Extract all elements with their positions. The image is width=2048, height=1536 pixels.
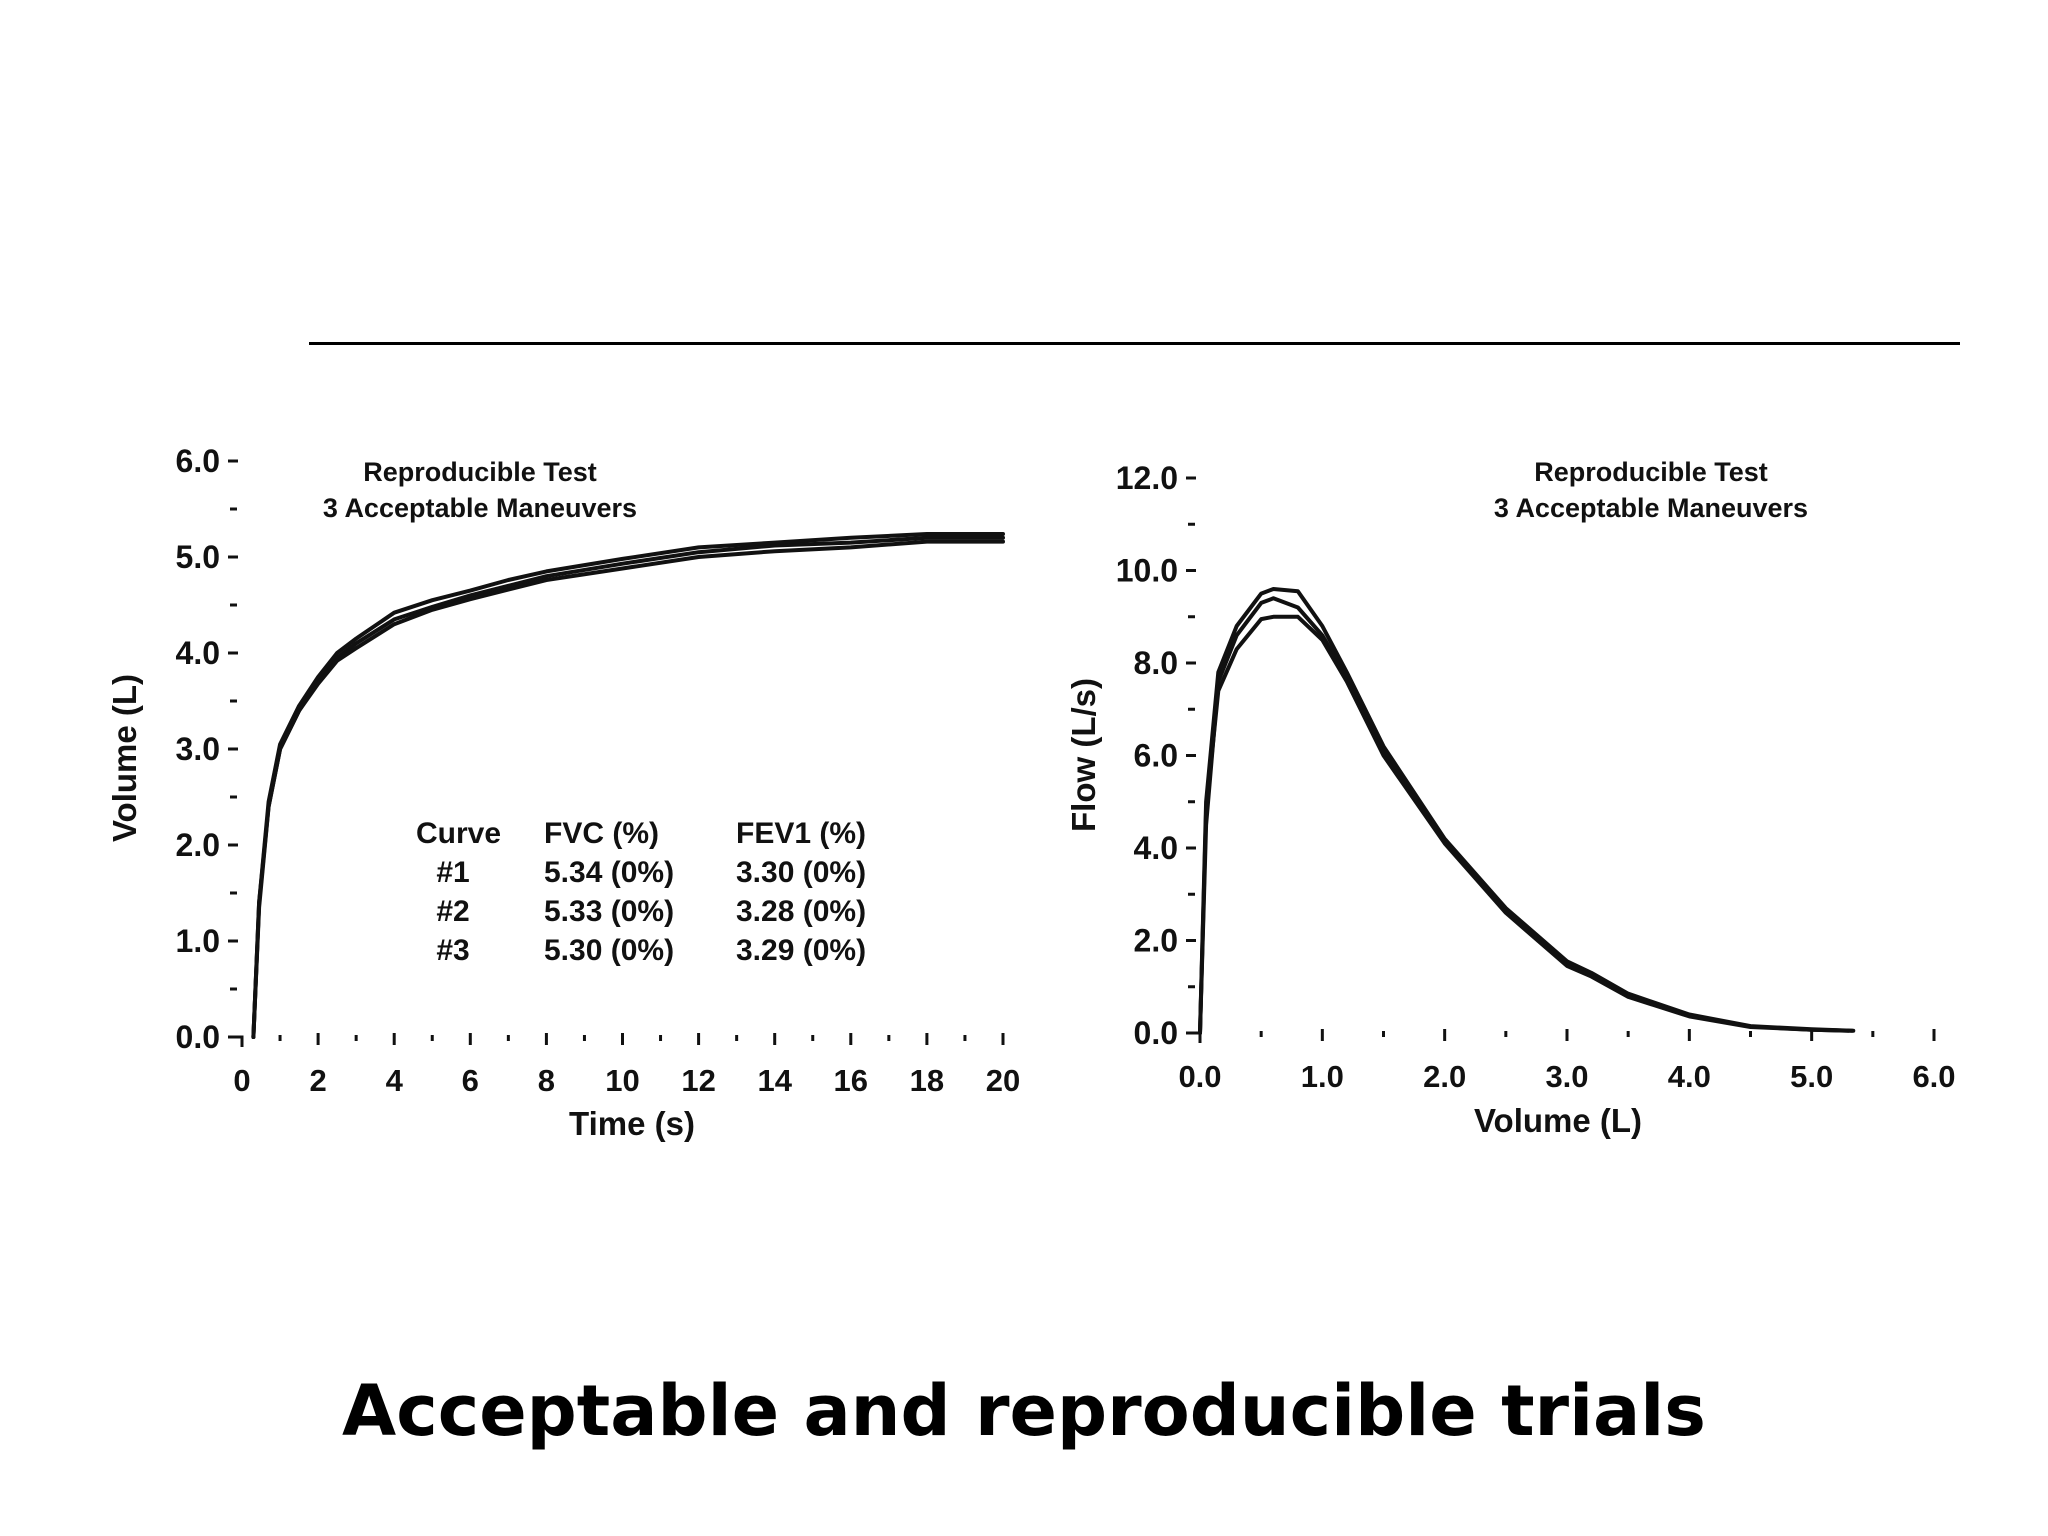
table-cell: 5.34 (0%) <box>544 856 674 889</box>
x-tick-label: 14 <box>757 1063 792 1098</box>
series-2-line <box>1198 596 1854 1035</box>
y-tick-label: 2.0 <box>1134 923 1178 959</box>
slide-title: Acceptable and reproducible trials <box>342 1370 1706 1452</box>
y-tick-label: 12.0 <box>1116 460 1178 496</box>
table-cell: 3.28 (0%) <box>736 895 866 928</box>
chart-subtitle: 3 Acceptable Maneuvers <box>1494 493 1808 523</box>
table-cell: #3 <box>436 934 469 967</box>
results-table: Curve FVC (%) FEV1 (%) #1 5.34 (0%) 3.30… <box>416 817 866 967</box>
x-tick-label: 5.0 <box>1790 1059 1833 1094</box>
table-header-curve: Curve <box>416 817 501 850</box>
x-tick-label: 16 <box>834 1063 868 1098</box>
y-axis-label: Volume (L) <box>106 674 143 842</box>
y-tick-label: 8.0 <box>1134 645 1178 681</box>
table-cell: #2 <box>436 895 469 928</box>
x-axis-label: Volume (L) <box>1474 1102 1642 1139</box>
y-axis-label: Flow (L/s) <box>1065 678 1102 832</box>
x-tick-label: 2.0 <box>1423 1059 1466 1094</box>
y-tick-label: 0.0 <box>176 1019 220 1055</box>
y-tick-label: 10.0 <box>1116 553 1178 589</box>
x-tick-label: 8 <box>538 1063 555 1098</box>
series-lines <box>1198 587 1856 1035</box>
y-tick-label: 4.0 <box>1134 830 1178 866</box>
y-tick-label: 5.0 <box>176 539 220 575</box>
y-tick-label: 0.0 <box>1134 1015 1178 1051</box>
tick-labels: 0.0 2.0 4.0 6.0 8.0 10.0 12.0 0.0 1.0 2.0 3.0 4.0 5.… <box>1116 460 1956 1094</box>
y-tick-label: 4.0 <box>176 635 220 671</box>
table-cell: 5.33 (0%) <box>544 895 674 928</box>
table-cell: 3.30 (0%) <box>736 856 866 889</box>
y-tick-label: 1.0 <box>176 923 220 959</box>
series-1-line <box>1198 587 1856 1035</box>
y-tick-label: 2.0 <box>176 827 220 863</box>
x-tick-label: 0.0 <box>1178 1059 1221 1094</box>
x-tick-label: 12 <box>681 1063 715 1098</box>
series-3-line <box>251 539 1005 1039</box>
x-tick-label: 4 <box>386 1063 404 1098</box>
table-cell: #1 <box>436 856 469 889</box>
x-tick-label: 6 <box>462 1063 479 1098</box>
chart-title: Reproducible Test <box>363 457 597 487</box>
x-tick-label: 0 <box>233 1063 250 1098</box>
x-tick-label: 3.0 <box>1545 1059 1588 1094</box>
x-tick-label: 2 <box>309 1063 326 1098</box>
x-tick-label: 6.0 <box>1912 1059 1955 1094</box>
series-2-line <box>251 532 1005 1039</box>
chart-title: Reproducible Test <box>1534 457 1768 487</box>
x-tick-label: 4.0 <box>1668 1059 1711 1094</box>
x-tick-label: 10 <box>605 1063 639 1098</box>
y-tick-label: 3.0 <box>176 731 220 767</box>
chart-subtitle: 3 Acceptable Maneuvers <box>323 493 637 523</box>
y-tick-label: 6.0 <box>176 443 220 479</box>
table-cell: 3.29 (0%) <box>736 934 866 967</box>
x-tick-label: 18 <box>910 1063 944 1098</box>
tick-labels: 0.0 1.0 2.0 3.0 4.0 5.0 6.0 0 2 4 6 8 10 12 14 16 18 20 <box>176 443 1021 1098</box>
table-cell: 5.30 (0%) <box>544 934 674 967</box>
table-header-fvc: FVC (%) <box>544 817 659 850</box>
volume-time-chart: Reproducible Test 3 Acceptable Maneuvers… <box>106 443 1020 1142</box>
y-tick-label: 6.0 <box>1134 738 1178 774</box>
axes <box>1186 476 1936 1043</box>
x-tick-label: 20 <box>986 1063 1020 1098</box>
series-lines <box>251 532 1005 1039</box>
horizontal-divider <box>309 342 1960 345</box>
series-3-line <box>1198 614 1851 1035</box>
axes <box>228 459 1005 1047</box>
x-tick-label: 1.0 <box>1301 1059 1344 1094</box>
table-header-fev1: FEV1 (%) <box>736 817 866 850</box>
x-axis-label: Time (s) <box>569 1105 695 1142</box>
flow-volume-chart: Reproducible Test 3 Acceptable Maneuvers… <box>1065 457 1956 1139</box>
